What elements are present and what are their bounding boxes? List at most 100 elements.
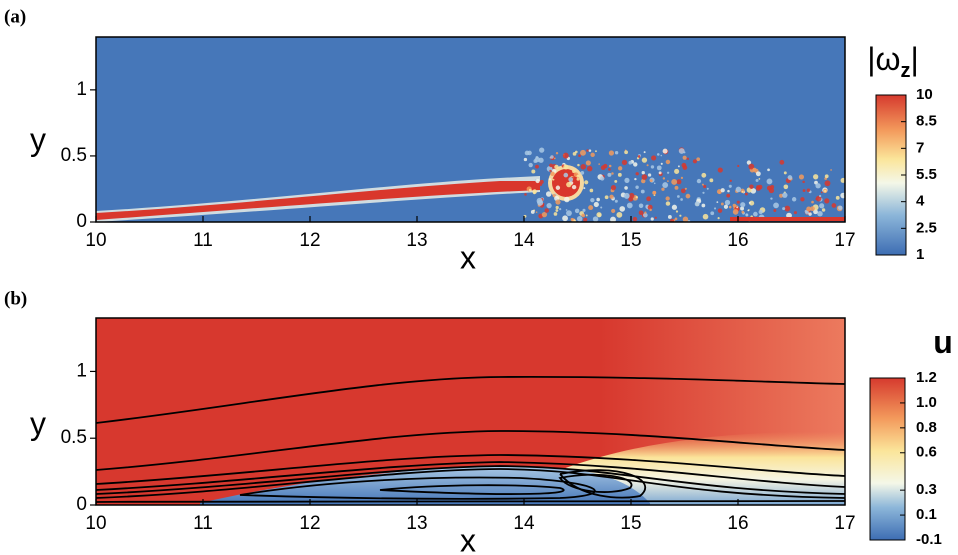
turbulence-speckle [716, 201, 719, 204]
turbulence-speckle [617, 172, 622, 177]
turbulence-speckle [677, 195, 680, 198]
turbulence-speckle [640, 189, 645, 194]
turbulence-speckle [523, 157, 528, 162]
turbulence-speckle [675, 210, 679, 213]
turbulence-speckle [821, 208, 826, 212]
colorbar [869, 377, 906, 541]
turbulence-speckle [607, 172, 612, 177]
turbulence-speckle [723, 204, 729, 209]
colorbar-tick-label: 1.0 [916, 394, 937, 411]
x-tick-label: 11 [193, 513, 213, 534]
turbulence-speckle [621, 159, 628, 166]
turbulence-speckle [555, 209, 559, 212]
turbulence-speckle [717, 216, 720, 220]
turbulence-speckle [633, 162, 638, 167]
x-tick-label: 15 [620, 513, 641, 534]
turbulence-speckle [718, 191, 721, 194]
turbulence-speckle [824, 198, 830, 204]
turbulence-speckle [652, 190, 657, 195]
turbulence-speckle [628, 196, 634, 202]
vortex [552, 169, 580, 197]
turbulence-speckle [782, 207, 786, 211]
turbulence-speckle [550, 171, 555, 176]
turbulence-speckle [549, 169, 552, 173]
turbulence-speckle [623, 192, 630, 199]
turbulence-speckle [614, 151, 619, 155]
turbulence-speckle [548, 178, 552, 181]
turbulence-speckle [748, 201, 751, 204]
turbulence-speckle [650, 217, 654, 221]
turbulence-speckle [549, 163, 553, 168]
turbulence-speckle [671, 204, 678, 210]
turbulence-speckle [802, 189, 806, 192]
turbulence-speckle [766, 185, 772, 191]
streamline [379, 484, 565, 495]
turbulence-speckle [838, 205, 843, 211]
turbulence-speckle [681, 162, 687, 168]
turbulence-speckle [643, 151, 646, 154]
turbulence-speckle [720, 188, 725, 193]
turbulence-speckle [831, 203, 837, 208]
turbulence-speckle [546, 203, 552, 209]
plot-frame [95, 36, 846, 223]
x-tick-label: 14 [513, 230, 535, 251]
turbulence-speckle [624, 186, 628, 190]
turbulence-speckle [679, 214, 682, 217]
turbulence-speckle [755, 171, 761, 177]
turbulence-speckle [535, 211, 538, 213]
colorbar-title-part: u [933, 324, 953, 360]
turbulence-speckle [676, 179, 682, 185]
x-tick-label: 14 [513, 513, 535, 534]
turbulence-speckle [585, 160, 591, 166]
x-tick-label: 10 [85, 513, 106, 534]
turbulence-speckle [692, 159, 698, 164]
turbulence-speckle [702, 213, 709, 220]
turbulence-speckle [566, 210, 572, 217]
turbulence-speckle [588, 205, 594, 211]
turbulence-speckle [653, 194, 656, 197]
turbulence-speckle [709, 178, 714, 183]
turbulence-speckle [720, 202, 724, 206]
x-tick-label: 12 [299, 230, 320, 251]
turbulence-speckle [830, 169, 832, 171]
turbulence-speckle [815, 183, 821, 189]
turbulence-speckle [583, 217, 588, 222]
turbulence-speckle [773, 209, 777, 212]
turbulence-speckle [608, 150, 615, 156]
turbulence-speckle [706, 187, 709, 190]
turbulence-speckle [628, 160, 633, 165]
turbulence-speckle [585, 214, 588, 217]
turbulence-speckle [596, 197, 600, 202]
turbulence-speckle [596, 212, 602, 218]
turbulence-speckle [728, 184, 732, 188]
turbulence-speckle [667, 180, 669, 183]
x-tick-label: 13 [406, 513, 427, 534]
streamline [239, 476, 596, 500]
x-axis-label: x [460, 239, 476, 275]
turbulence-speckle [649, 179, 653, 183]
turbulence-speckle [746, 160, 752, 165]
turbulence-speckle [783, 171, 787, 175]
colorbar-tick-label: 8.5 [916, 113, 937, 130]
turbulence-speckle [703, 184, 707, 189]
turbulence-speckle [553, 212, 558, 216]
x-tick-label: 17 [834, 230, 855, 251]
turbulence-speckle [576, 174, 580, 178]
turbulence-speckle [638, 203, 644, 208]
turbulence-speckle [574, 208, 580, 214]
turbulence-speckle [588, 149, 592, 152]
turbulence-speckle [555, 199, 561, 205]
turbulence-speckle [665, 159, 671, 165]
turbulence-speckle [736, 200, 740, 204]
turbulence-speckle [580, 149, 586, 156]
y-tick-label: 0 [76, 494, 87, 515]
colorbar-tick-label: 0.8 [916, 419, 937, 436]
turbulence-speckle [541, 211, 548, 218]
turbulence-speckle [736, 206, 739, 209]
turbulence-speckle [589, 188, 594, 193]
turbulence-speckle [649, 208, 652, 212]
turbulence-speckle [634, 177, 637, 181]
plot-frame [95, 317, 846, 506]
y-axis-label: y [30, 405, 46, 441]
